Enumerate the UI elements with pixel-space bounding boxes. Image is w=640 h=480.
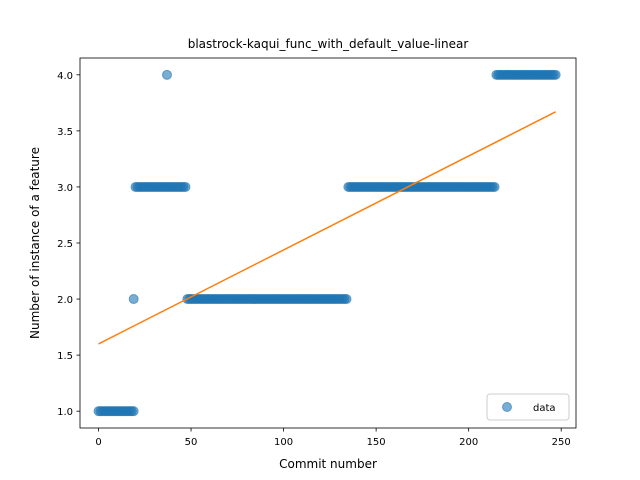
y-tick-label: 1.0 — [57, 407, 73, 418]
legend-frame — [486, 393, 570, 421]
x-tick-label: 250 — [552, 437, 571, 448]
y-tick-label: 2.0 — [57, 295, 73, 306]
x-axis: 0 50 100 150 200 250 — [95, 428, 571, 448]
y-axis-label: Number of instance of a feature — [28, 147, 42, 339]
data-point — [550, 69, 561, 80]
legend: data — [486, 393, 570, 421]
data-point — [489, 181, 500, 192]
data-point — [341, 294, 352, 305]
y-tick-label: 1.5 — [57, 351, 73, 362]
plot-area — [93, 69, 561, 417]
data-point — [128, 406, 139, 417]
y-tick-label: 3.0 — [57, 183, 73, 194]
chart-title: blastrock-kaqui_func_with_default_value-… — [188, 37, 469, 51]
data-point — [128, 294, 139, 305]
legend-label: data — [533, 403, 556, 414]
x-axis-label: Commit number — [279, 457, 377, 471]
data-point — [180, 181, 191, 192]
legend-marker — [502, 402, 512, 412]
x-tick-label: 100 — [274, 437, 293, 448]
fit-line — [98, 111, 556, 345]
x-tick-label: 50 — [185, 437, 198, 448]
y-axis: 1.0 1.5 2.0 2.5 3.0 3.5 4.0 — [57, 71, 80, 418]
data-point — [161, 69, 172, 80]
y-tick-label: 2.5 — [57, 239, 73, 250]
y-tick-label: 3.5 — [57, 127, 73, 138]
y-tick-label: 4.0 — [57, 71, 73, 82]
x-tick-label: 0 — [95, 437, 101, 448]
x-tick-label: 150 — [367, 437, 386, 448]
x-tick-label: 200 — [459, 437, 478, 448]
